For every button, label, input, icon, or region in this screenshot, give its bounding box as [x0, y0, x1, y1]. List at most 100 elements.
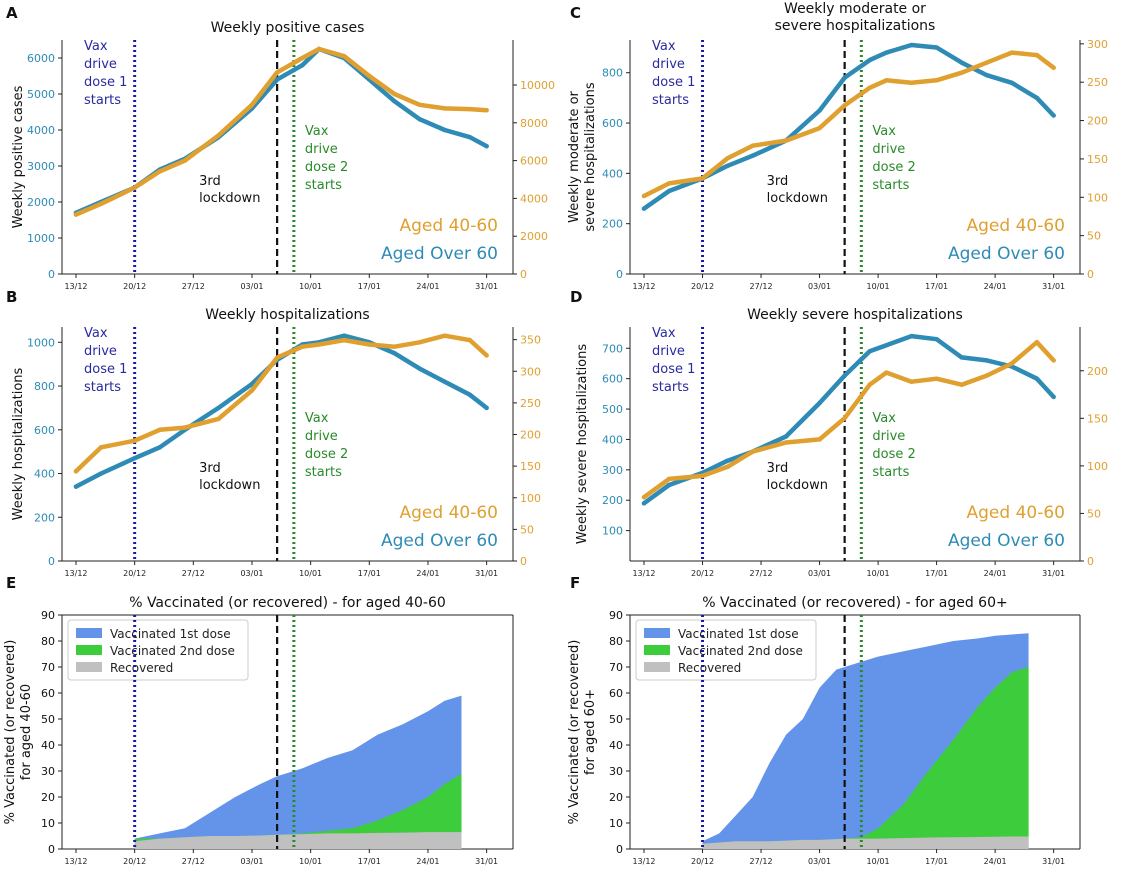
data-point: [484, 405, 489, 411]
chart-title: Weekly positive cases: [211, 20, 365, 36]
x-tick-label: 10/01: [867, 857, 890, 866]
x-tick-label: 13/12: [64, 282, 87, 291]
x-tick-label: 10/01: [299, 282, 322, 291]
lockdown-annotation: lockdown: [199, 478, 260, 493]
recovered-area: [134, 832, 462, 849]
dose2-annotation: dose 2: [872, 447, 915, 462]
data-point: [783, 434, 789, 439]
y-tick-label: 600: [602, 117, 623, 130]
data-point: [750, 449, 755, 454]
y-tick-label: 0: [616, 268, 623, 281]
y-tick-label: 0: [48, 843, 55, 856]
y-tick-label: 100: [602, 525, 623, 538]
y-tick-label: 800: [34, 380, 55, 393]
data-point: [300, 62, 305, 68]
y-right-tick-label: 8000: [520, 117, 548, 130]
data-point: [984, 358, 989, 363]
y-tick-label: 200: [602, 494, 623, 507]
series-line-40-60: [73, 333, 489, 474]
y-tick-label: 80: [41, 635, 55, 648]
y-tick-label: 0: [48, 268, 55, 281]
y-tick-label: 700: [602, 342, 623, 355]
x-tick-label: 24/01: [984, 569, 1007, 578]
panel-letter: C: [570, 4, 581, 22]
data-point: [984, 73, 989, 78]
data-point: [725, 458, 730, 463]
data-point: [249, 381, 255, 387]
chart-title: severe hospitalizations: [775, 18, 936, 34]
x-tick-label: 10/01: [867, 282, 890, 291]
legend-vacc2-swatch: [644, 645, 670, 655]
dose2-annotation: Vax: [305, 411, 329, 426]
y-right-tick-label: 200: [520, 429, 541, 442]
y-right-tick-label: 200: [1087, 365, 1108, 378]
series-line-40-60: [641, 339, 1056, 500]
legend-box: [67, 619, 249, 681]
legend-recovered-swatch: [76, 662, 102, 672]
y-right-tick-label: 100: [1087, 191, 1108, 204]
x-tick-label: 31/01: [1042, 282, 1065, 291]
panel-letter: F: [570, 574, 580, 592]
x-tick-label: 24/01: [984, 857, 1007, 866]
data-point: [884, 50, 889, 55]
dose1-annotation: dose 1: [84, 75, 127, 90]
lockdown-annotation: lockdown: [767, 191, 828, 206]
y-tick-label: 200: [34, 511, 55, 524]
data-point: [700, 176, 705, 181]
dose2-annotation: starts: [305, 178, 342, 193]
panel-c: C Weekly moderate or severe hospitalizatio…: [567, 1, 1108, 291]
x-tick-label: 13/12: [64, 569, 87, 578]
legend-recovered-swatch: [644, 662, 670, 672]
data-point: [725, 156, 730, 161]
legend-aged-40-60: Aged 40-60: [400, 503, 498, 523]
x-tick-label: 27/12: [182, 569, 205, 578]
data-point: [484, 353, 489, 358]
data-point: [442, 379, 447, 384]
y-tick-label: 10: [41, 817, 55, 830]
y-tick-label: 600: [602, 373, 623, 386]
vaccinated-2nd-dose-area: [702, 667, 1029, 849]
dose1-annotation: Vax: [84, 326, 108, 341]
y-right-tick-label: 10000: [520, 79, 555, 92]
dose2-annotation: drive: [872, 142, 905, 157]
panel-letter: E: [6, 574, 16, 592]
data-point: [73, 469, 79, 474]
data-point: [783, 138, 789, 143]
x-tick-label: 10/01: [299, 569, 322, 578]
data-point: [98, 471, 104, 476]
data-point: [666, 188, 672, 194]
x-tick-label: 24/01: [416, 282, 439, 291]
legend-vacc1-label: Vaccinated 1st dose: [678, 627, 799, 641]
y-right-tick-label: 100: [520, 492, 541, 505]
data-point: [909, 333, 914, 339]
y-right-tick-label: 250: [1087, 76, 1108, 89]
y-right-tick-label: 100: [1087, 460, 1108, 473]
data-point: [442, 127, 447, 133]
panel-letter: A: [6, 4, 18, 22]
dose2-annotation: starts: [872, 465, 909, 480]
data-point: [750, 143, 755, 148]
dose1-annotation: dose 1: [652, 75, 695, 90]
vaccinated-1st-dose-area: [134, 695, 462, 849]
x-tick-label: 20/12: [123, 282, 146, 291]
chart-title: Weekly severe hospitalizations: [747, 307, 963, 323]
panel-letter: D: [570, 288, 582, 306]
dose2-annotation: drive: [305, 142, 338, 157]
data-point: [984, 60, 989, 65]
dose2-annotation: Vax: [872, 124, 896, 139]
y-tick-label: 10: [609, 817, 623, 830]
panel-letter: B: [6, 288, 17, 306]
y-right-tick-label: 150: [520, 460, 541, 473]
y-tick-label: 30: [41, 765, 55, 778]
x-tick-label: 13/12: [64, 857, 87, 866]
lockdown-annotation: 3rd: [199, 174, 221, 189]
dose1-annotation: drive: [652, 57, 685, 72]
y-right-tick-label: 2000: [520, 230, 548, 243]
y-right-tick-label: 250: [520, 397, 541, 410]
data-point: [1034, 339, 1040, 345]
data-point: [934, 376, 939, 381]
data-point: [1034, 376, 1040, 381]
y-axis-label: Weekly moderate or: [567, 90, 582, 222]
data-point: [132, 456, 137, 461]
